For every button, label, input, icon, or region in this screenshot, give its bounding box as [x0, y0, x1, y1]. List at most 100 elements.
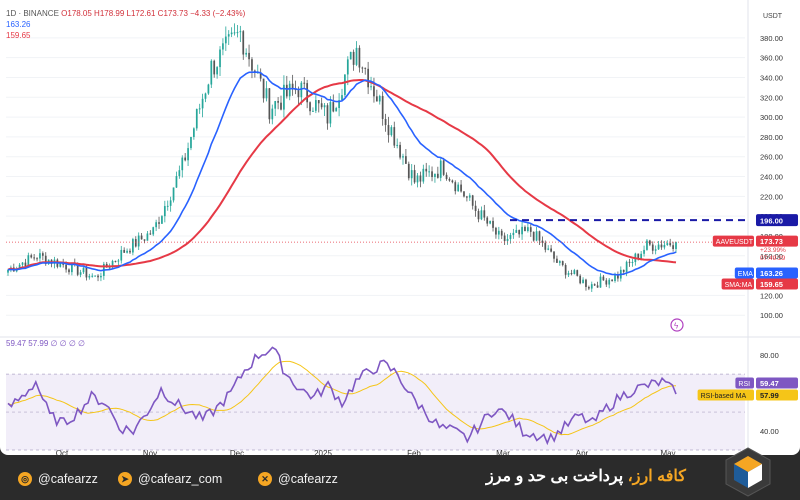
candle-body: [495, 227, 497, 235]
last-price-value: 173.73: [760, 237, 783, 246]
rsi-ma-tag: RSI-based MA: [701, 393, 747, 400]
social-instagram[interactable]: ◎ @cafearzz: [18, 472, 98, 486]
candle-body: [405, 156, 407, 164]
candle-body: [457, 184, 460, 192]
candle-body: [224, 36, 227, 44]
candle-body: [419, 175, 422, 182]
candle-body: [274, 101, 277, 109]
candle-body: [230, 32, 233, 35]
candle-body: [486, 217, 489, 224]
candle-body: [172, 187, 175, 201]
sma-value-bg: [756, 278, 798, 290]
social-telegram[interactable]: ➤ @cafearz_com: [118, 472, 222, 486]
candle-body: [190, 136, 192, 149]
candle-body: [288, 83, 291, 97]
candle-body: [132, 239, 134, 253]
last-price-tag: AAVEUSDT: [716, 239, 754, 246]
x-axis-label: May: [660, 449, 675, 455]
candle-body: [88, 276, 91, 278]
x-axis-label: Apr: [576, 449, 589, 455]
candle-body: [178, 170, 181, 177]
candle-body: [39, 253, 41, 259]
cafearz-logo: [725, 447, 771, 497]
social-x[interactable]: ✕ @cafearzz: [258, 472, 338, 486]
rsi-line: [7, 346, 677, 446]
candle-body: [117, 260, 120, 262]
candle-body: [152, 227, 155, 235]
footer-bar: [0, 455, 800, 500]
candle-body: [399, 144, 401, 158]
candle-body: [474, 205, 477, 211]
candle-body: [358, 47, 361, 68]
candle-body: [291, 83, 294, 90]
candle-body: [233, 32, 236, 34]
rsi-tag: RSI: [738, 381, 750, 388]
rsi-tick-label: 40.00: [760, 427, 779, 436]
candle-body: [314, 100, 317, 111]
candle-body: [675, 242, 677, 250]
candle-body: [550, 248, 552, 252]
candle-body: [599, 276, 602, 288]
candle-body: [21, 262, 24, 265]
candle-body: [323, 105, 326, 108]
candle-body: [251, 59, 253, 71]
candle-body: [529, 227, 532, 232]
candle-body: [657, 244, 660, 250]
slogan-text: پرداخت بی حد و مرز: [486, 468, 628, 485]
price-tick-label: 300.00: [760, 113, 783, 122]
candle-body: [169, 200, 172, 206]
candle-body: [660, 244, 663, 248]
candle-body: [393, 127, 396, 146]
rsi-value: 59.47: [760, 379, 779, 388]
candle-body: [643, 249, 645, 254]
candle-body: [79, 272, 82, 275]
candle-body: [512, 232, 515, 236]
candle-body: [373, 86, 375, 97]
event-marker-glyph: ϟ: [674, 322, 679, 331]
candle-body: [614, 274, 616, 282]
candle-body: [198, 108, 201, 110]
candle-body: [588, 286, 590, 289]
candle-body: [352, 51, 355, 65]
ema-value-label: 163.26: [6, 20, 31, 29]
candles-group: [7, 23, 677, 292]
rsi-ma-value-bg: [756, 389, 798, 401]
candle-body: [306, 83, 309, 103]
candle-body: [666, 243, 669, 245]
candle-body: [140, 235, 143, 240]
candle-body: [349, 51, 352, 60]
candle-body: [320, 103, 323, 108]
candle-body: [637, 253, 640, 259]
candle-body: [195, 109, 198, 129]
candle-body: [445, 174, 448, 179]
candle-body: [239, 31, 242, 33]
candle-body: [556, 258, 558, 263]
candle-body: [576, 270, 579, 276]
candle-body: [480, 210, 483, 220]
price-tick-label: 260.00: [760, 153, 783, 162]
sma-value-label: 159.65: [6, 31, 31, 40]
candle-body: [36, 258, 38, 260]
candle-body: [76, 263, 79, 275]
social-handle-3: @cafearzz: [278, 472, 338, 486]
candle-body: [518, 230, 521, 235]
candle-body: [30, 255, 33, 258]
candle-body: [82, 267, 85, 273]
price-chart[interactable]: USDT100.00120.00140.00160.00180.00200.00…: [0, 0, 800, 455]
x-axis-label: 2025: [314, 449, 332, 455]
currency-label: USDT: [763, 13, 783, 20]
sma-value: 159.65: [760, 280, 783, 289]
candle-body: [184, 157, 187, 161]
candle-body: [381, 95, 384, 119]
candle-body: [596, 285, 599, 288]
candle-body: [361, 67, 364, 69]
candle-body: [317, 100, 320, 104]
candle-body: [59, 262, 62, 267]
candle-body: [503, 235, 506, 242]
rsi-tick-label: 80.00: [760, 351, 779, 360]
candle-body: [262, 78, 265, 99]
candle-body: [312, 110, 314, 112]
candle-body: [628, 261, 631, 263]
candle-body: [100, 275, 102, 278]
candle-body: [303, 82, 306, 84]
